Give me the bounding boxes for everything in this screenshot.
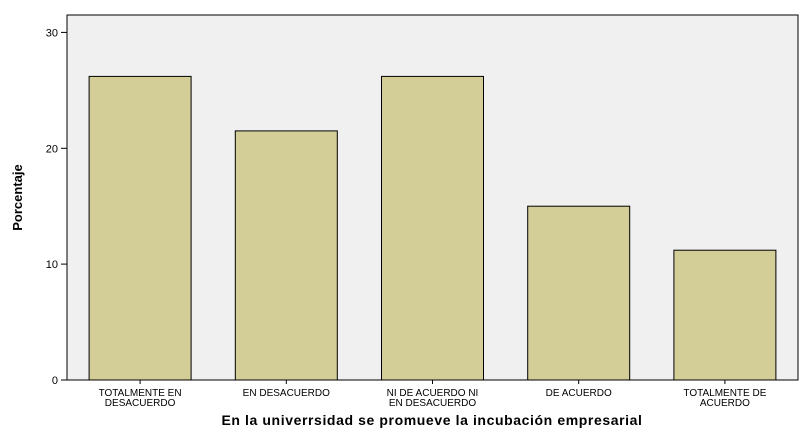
bar-4: [527, 205, 631, 381]
x-tick-label-2: EN DESACUERDO: [243, 388, 330, 399]
labels: TOTALMENTE EN DESACUERDO EN DESACUERDO NI D…: [46, 27, 767, 409]
y-axis-title: Porcentaje: [10, 164, 25, 230]
y-tick-label-30: 30: [46, 27, 58, 39]
bar-5: [673, 249, 777, 381]
x-tick-label-1: TOTALMENTE EN DESACUERDO: [99, 388, 182, 409]
bar-2: [234, 130, 338, 381]
bar-1: [88, 75, 192, 381]
y-tick-label-20: 20: [46, 143, 58, 155]
y-tick-label-0: 0: [52, 375, 58, 387]
axes: [61, 31, 726, 384]
x-axis-title: En la univerrsidad se promueve la incuba…: [221, 412, 642, 428]
bar-3: [381, 75, 484, 381]
bars: [88, 75, 777, 381]
x-tick-label-3: NI DE ACUERDO NI EN DESACUERDO: [387, 388, 479, 409]
x-tick-label-5: TOTALMENTE DE ACUERDO: [683, 388, 766, 409]
x-tick-label-4: DE ACUERDO: [546, 388, 612, 399]
y-tick-label-10: 10: [46, 259, 58, 271]
